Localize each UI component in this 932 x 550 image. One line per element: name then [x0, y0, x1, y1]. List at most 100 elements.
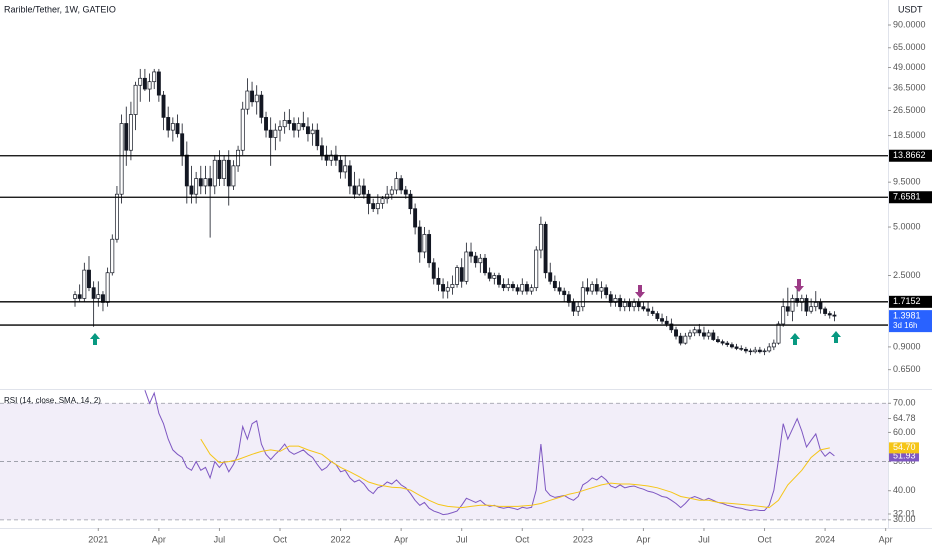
- candle-body: [324, 154, 329, 161]
- candle-body: [175, 123, 180, 135]
- y-tick-label: 0.9000: [893, 341, 921, 351]
- candle-body: [254, 94, 259, 103]
- candle-body: [511, 284, 515, 289]
- candle-body: [399, 178, 404, 191]
- candle-body: [208, 178, 213, 187]
- candle-body: [422, 234, 427, 253]
- candle-body: [133, 84, 138, 115]
- candle-body: [87, 269, 91, 289]
- candle-body: [77, 294, 82, 299]
- candle-body: [762, 350, 767, 353]
- candle-body: [636, 302, 641, 308]
- candle-body: [618, 298, 623, 308]
- candle-body: [278, 126, 282, 131]
- candle-body: [548, 272, 553, 282]
- candle-body: [487, 272, 492, 279]
- candle-body: [226, 159, 231, 187]
- candle-body: [552, 280, 557, 289]
- candle-body: [469, 251, 473, 257]
- candle-body: [250, 90, 255, 103]
- candle-body: [231, 165, 236, 187]
- candle-body: [790, 298, 795, 312]
- candle-body: [715, 339, 720, 343]
- level-label: 13.8662: [893, 150, 926, 160]
- x-tick-label: 2021: [88, 534, 108, 544]
- y-tick-label: 90.0000: [893, 19, 926, 29]
- candle-body: [711, 332, 716, 340]
- candle-body: [431, 262, 436, 279]
- candle-body: [292, 123, 296, 131]
- x-tick-label: 2023: [573, 534, 593, 544]
- candle-body: [170, 123, 175, 131]
- candle-body: [189, 185, 194, 195]
- candle-body: [520, 284, 525, 292]
- candle-body: [259, 94, 264, 118]
- candle-body: [273, 129, 278, 138]
- candle-body: [436, 278, 441, 285]
- candle-body: [380, 198, 385, 204]
- candle-body: [119, 123, 124, 195]
- y-tick-label: 65.0000: [893, 42, 926, 52]
- candle-body: [82, 269, 87, 299]
- y-tick-label: 18.5000: [893, 130, 926, 140]
- y-tick-label: 70.00: [893, 398, 916, 408]
- candle-body: [734, 346, 739, 349]
- candle-body: [161, 94, 166, 118]
- candle-body: [538, 223, 543, 251]
- candle-body: [562, 290, 567, 296]
- candle-body: [627, 302, 632, 308]
- y-tick-label: 26.5000: [893, 105, 926, 115]
- candle-body: [264, 117, 268, 131]
- candle-body: [450, 284, 455, 289]
- candle-body: [217, 159, 222, 179]
- candle-body: [767, 346, 772, 352]
- candle-body: [352, 185, 357, 195]
- x-tick-label: Oct: [758, 534, 773, 544]
- x-tick-label: Jul: [698, 534, 710, 544]
- candle-body: [697, 329, 702, 334]
- candle-body: [333, 154, 338, 161]
- candle-body: [459, 267, 464, 282]
- candle-body: [501, 284, 506, 289]
- candle-body: [338, 159, 343, 173]
- candle-body: [478, 257, 483, 264]
- candle-body: [408, 193, 413, 210]
- y-tick-label: 0.6500: [893, 364, 921, 374]
- candle-body: [445, 287, 450, 292]
- candle-body: [688, 332, 692, 337]
- candle-body: [748, 350, 753, 353]
- rsi-line: [200, 438, 830, 509]
- up-arrow: [831, 331, 841, 343]
- candle-body: [152, 71, 157, 83]
- candle-body: [245, 90, 250, 110]
- candle-body: [534, 249, 539, 289]
- level-label: 7.6581: [893, 192, 921, 202]
- candle-body: [212, 159, 217, 187]
- candle-body: [757, 349, 762, 353]
- y-tick-label: 5.0000: [893, 221, 921, 231]
- candle-body: [720, 341, 725, 344]
- candle-body: [729, 344, 734, 348]
- x-tick-label: Apr: [879, 534, 893, 544]
- candle-body: [389, 189, 394, 195]
- candle-body: [413, 208, 418, 228]
- candle-body: [180, 133, 185, 156]
- candle-body: [464, 251, 469, 282]
- chart-title: Rarible/Tether, 1W, GATEIO: [4, 4, 116, 14]
- candle-body: [329, 154, 334, 161]
- currency-label: USDT: [898, 4, 923, 14]
- candle-body: [594, 284, 599, 292]
- candle-body: [497, 275, 501, 285]
- candle-body: [692, 329, 697, 334]
- candle-body: [725, 342, 730, 345]
- candle-body: [678, 335, 683, 344]
- y-tick-label: 9.5000: [893, 177, 921, 187]
- candle-body: [91, 287, 96, 299]
- candle-body: [166, 117, 171, 131]
- candle-body: [515, 287, 520, 292]
- candle-body: [529, 287, 534, 292]
- candle-body: [105, 272, 110, 303]
- candle-body: [222, 159, 227, 179]
- candle-body: [142, 77, 147, 90]
- x-tick-label: Apr: [394, 534, 408, 544]
